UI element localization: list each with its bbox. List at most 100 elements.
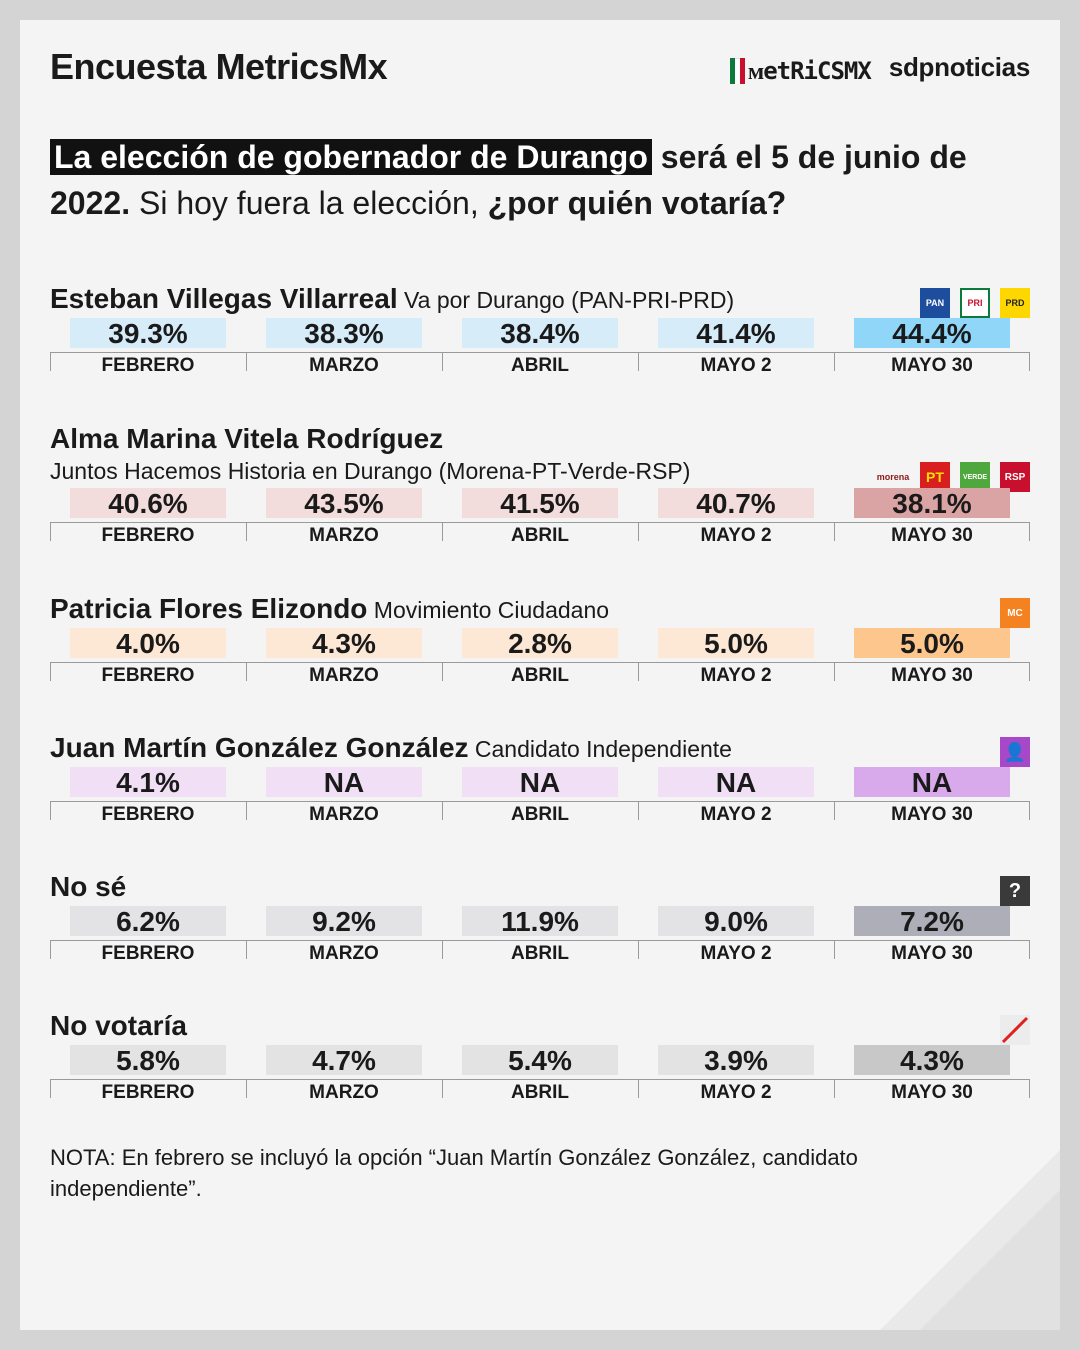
question-ask: ¿por quién votaría? bbox=[487, 185, 787, 221]
value-cell: NA bbox=[854, 767, 1010, 798]
axis-tick bbox=[246, 353, 247, 371]
candidate-name: No votaría bbox=[50, 1010, 187, 1041]
party-logos: ? bbox=[1000, 876, 1030, 906]
party-logos: PAN PRI PRD bbox=[920, 288, 1030, 318]
party-logos: morena PT VERDE RSP bbox=[876, 462, 1030, 492]
month-label: ABRIL bbox=[510, 1082, 570, 1103]
axis-tick bbox=[246, 523, 247, 541]
month-label: MAYO 30 bbox=[891, 525, 973, 546]
month-label: MAYO 2 bbox=[700, 804, 772, 825]
value-cell: 4.0% bbox=[70, 628, 226, 659]
value-cell: 3.9% bbox=[658, 1045, 814, 1076]
value-cell: 39.3% bbox=[70, 318, 226, 349]
axis-tick bbox=[1029, 523, 1030, 541]
value-cell: NA bbox=[658, 767, 814, 798]
month-label: FEBRERO bbox=[101, 804, 195, 825]
question-date: será el 5 de junio de 2022. bbox=[50, 139, 967, 221]
month-label: MARZO bbox=[309, 1082, 379, 1103]
month-label: ABRIL bbox=[510, 804, 570, 825]
axis-tick bbox=[834, 353, 835, 371]
month-label: MARZO bbox=[309, 665, 379, 686]
axis-tick bbox=[50, 941, 51, 959]
value-cell: 9.2% bbox=[266, 906, 422, 937]
value-row: 5.8% 4.7% 5.4% 3.9% 4.3% bbox=[50, 1045, 1030, 1079]
value-cell: 5.4% bbox=[462, 1045, 618, 1076]
axis-tick bbox=[442, 941, 443, 959]
value-cell: 38.4% bbox=[462, 318, 618, 349]
coalition-label: Va por Durango (PAN-PRI-PRD) bbox=[397, 287, 735, 313]
month-label: FEBRERO bbox=[101, 1082, 195, 1103]
party-pt-icon: PT bbox=[920, 462, 950, 492]
month-label: MAYO 30 bbox=[891, 804, 973, 825]
value-cell: 41.5% bbox=[462, 488, 618, 519]
axis-tick bbox=[442, 1080, 443, 1098]
value-cell: 43.5% bbox=[266, 488, 422, 519]
value-cell: 4.3% bbox=[266, 628, 422, 659]
party-verde-icon: VERDE bbox=[960, 462, 990, 492]
month-label: MARZO bbox=[309, 804, 379, 825]
value-row: 39.3% 38.3% 38.4% 41.4% 44.4% bbox=[50, 318, 1030, 352]
candidate-row-gonzalez: Juan Martín González González Candidato … bbox=[50, 731, 1030, 825]
party-mc-icon: MC bbox=[1000, 598, 1030, 628]
month-label: FEBRERO bbox=[101, 355, 195, 376]
candidate-row-vitela: Alma Marina Vitela Rodríguez Juntos Hacem… bbox=[50, 422, 1030, 546]
axis-tick bbox=[834, 663, 835, 681]
value-cell: 38.3% bbox=[266, 318, 422, 349]
axis-tick bbox=[834, 802, 835, 820]
party-pri-icon: PRI bbox=[960, 288, 990, 318]
party-pan-icon: PAN bbox=[920, 288, 950, 318]
party-morena-icon: morena bbox=[876, 472, 910, 482]
month-label: FEBRERO bbox=[101, 525, 195, 546]
candidate-row-novotaria: No votaría 5.8% 4.7% 5.4% 3.9% 4.3% FEBRERO MAR… bbox=[50, 1009, 1030, 1103]
axis-tick bbox=[638, 802, 639, 820]
infographic-card: Encuesta MetricsMx ᴍetRiCSMX sdpnoticias… bbox=[20, 20, 1060, 1330]
axis-tick bbox=[834, 1080, 835, 1098]
sdpnoticias-logo: sdpnoticias bbox=[888, 51, 1030, 82]
value-cell: 4.1% bbox=[70, 767, 226, 798]
candidate-name: No sé bbox=[50, 871, 127, 902]
axis-tick bbox=[246, 802, 247, 820]
axis-tick bbox=[638, 523, 639, 541]
axis-tick bbox=[50, 353, 51, 371]
axis-tick bbox=[442, 353, 443, 371]
candidate-line: Juan Martín González González Candidato … bbox=[50, 731, 1030, 765]
value-row: 40.6% 43.5% 41.5% 40.7% 38.1% bbox=[50, 488, 1030, 522]
month-label: ABRIL bbox=[510, 525, 570, 546]
month-label: MAYO 2 bbox=[700, 943, 772, 964]
axis-tick bbox=[834, 523, 835, 541]
month-axis: FEBRERO MARZO ABRIL MAYO 2 MAYO 30 bbox=[50, 352, 1030, 376]
value-cell: 4.3% bbox=[854, 1045, 1010, 1076]
value-row: 4.1% NA NA NA NA bbox=[50, 767, 1030, 801]
month-label: MAYO 2 bbox=[700, 665, 772, 686]
month-label: MAYO 30 bbox=[891, 355, 973, 376]
header-logos: ᴍetRiCSMX sdpnoticias bbox=[729, 50, 1030, 85]
month-label: FEBRERO bbox=[101, 943, 195, 964]
candidate-line: Esteban Villegas Villarreal Va por Duran… bbox=[50, 282, 1030, 316]
month-label: MAYO 2 bbox=[700, 525, 772, 546]
month-label: MARZO bbox=[309, 355, 379, 376]
axis-tick bbox=[246, 941, 247, 959]
value-cell: 40.7% bbox=[658, 488, 814, 519]
axis-tick bbox=[638, 663, 639, 681]
value-row: 6.2% 9.2% 11.9% 9.0% 7.2% bbox=[50, 906, 1030, 940]
value-cell: 5.0% bbox=[658, 628, 814, 659]
metricsmx-logo-text: ᴍetRiCSMX bbox=[747, 57, 872, 85]
month-label: ABRIL bbox=[510, 665, 570, 686]
party--icon: ? bbox=[1000, 876, 1030, 906]
value-cell: 6.2% bbox=[70, 906, 226, 937]
value-cell: 44.4% bbox=[854, 318, 1010, 349]
axis-tick bbox=[834, 941, 835, 959]
axis-tick bbox=[50, 663, 51, 681]
survey-question: La elección de gobernador de Durango ser… bbox=[50, 134, 1010, 226]
coalition-label: Candidato Independiente bbox=[468, 736, 732, 762]
month-label: FEBRERO bbox=[101, 665, 195, 686]
axis-tick bbox=[442, 663, 443, 681]
value-cell: 4.7% bbox=[266, 1045, 422, 1076]
metricsmx-logo: ᴍetRiCSMX bbox=[729, 50, 872, 85]
candidate-line: Alma Marina Vitela Rodríguez bbox=[50, 422, 1030, 456]
value-row: 4.0% 4.3% 2.8% 5.0% 5.0% bbox=[50, 628, 1030, 662]
value-cell: 5.0% bbox=[854, 628, 1010, 659]
party-logos bbox=[1000, 1015, 1030, 1045]
mexico-flag-icon bbox=[729, 58, 745, 84]
coalition-label: Juntos Hacemos Historia en Durango (More… bbox=[50, 458, 691, 484]
